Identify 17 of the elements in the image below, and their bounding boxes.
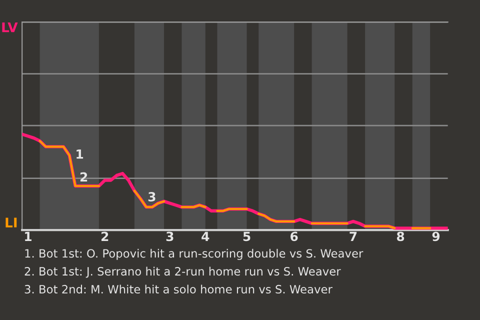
x-tick-label: 7 [350,232,357,241]
x-tick-label: 8 [396,232,404,242]
x-tick-label: 5 [243,232,250,242]
x-tick-label: 4 [202,232,210,241]
x-tick-label: 9 [432,232,440,242]
x-tick-label: 1 [25,232,32,241]
text: 2. Bot 1st: J. Serrano hit a 2-run home run vs S. Weaver [24,266,341,278]
x-tick-label: 2 [102,232,108,241]
x-tick-label: 6 [290,232,298,242]
annotation: 1 [76,150,84,159]
text: 3. Bot 2nd: M. White hit a solo home run vs S. Weaver [24,284,332,294]
annotation: 3 [148,192,156,202]
annotation: 2 [80,172,88,182]
x-tick-label: 3 [166,232,174,242]
text: LI [6,218,17,228]
text: LV [2,22,18,32]
text: 1. Bot 1st: O. Popovic hit a run-scoring double vs S. Weaver [25,248,364,260]
